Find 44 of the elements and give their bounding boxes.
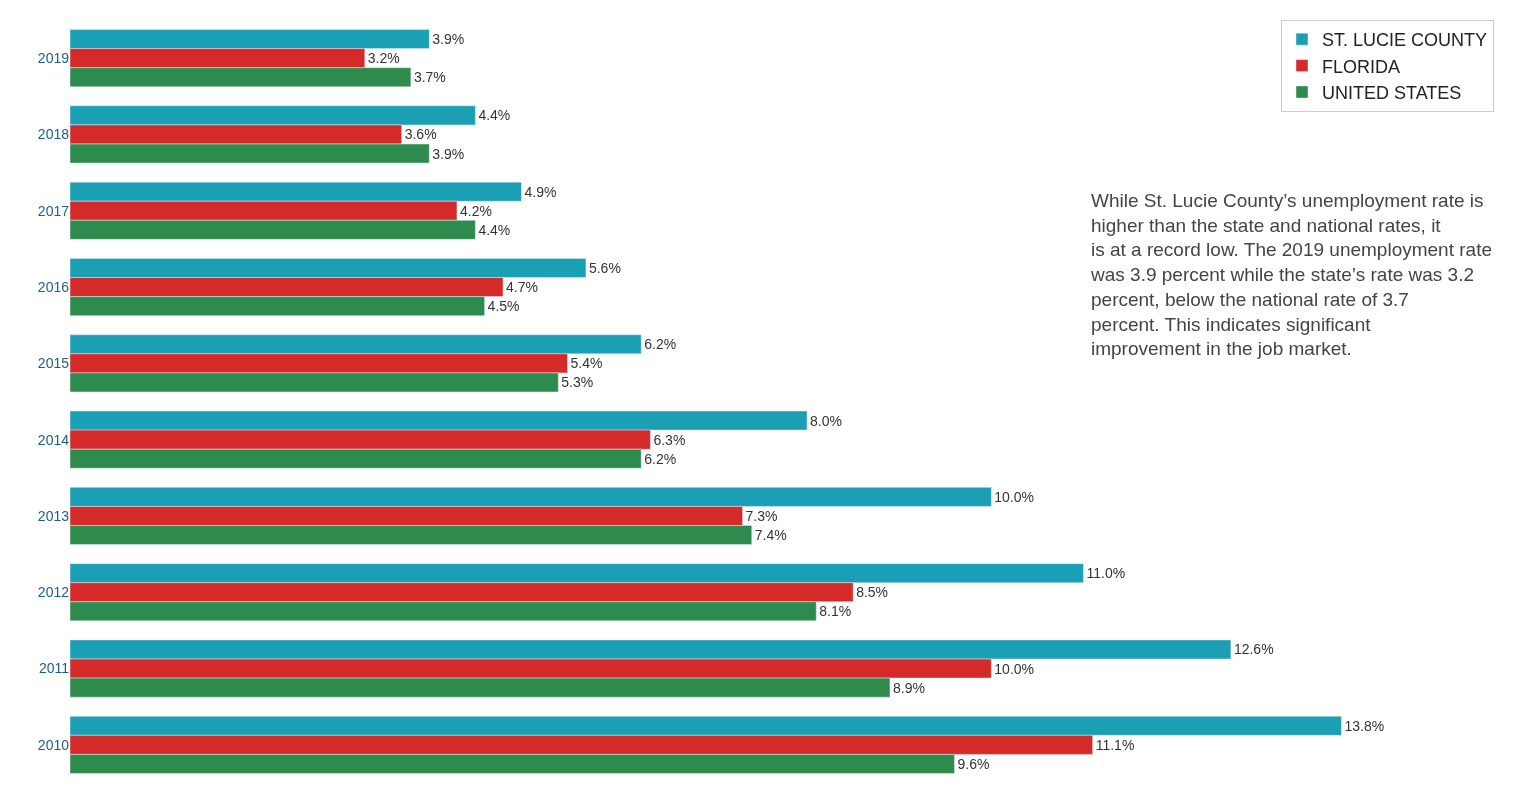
legend-label: ST. LUCIE COUNTY	[1322, 30, 1488, 51]
data-label: 5.6%	[588, 259, 621, 276]
y-tick-label: 2010	[37, 736, 70, 753]
y-tick-label: 2012	[37, 584, 70, 601]
data-label: 11.0%	[1086, 565, 1126, 582]
data-label: 4.2%	[459, 202, 492, 219]
y-tick-label: 2018	[37, 126, 70, 143]
data-label: 4.5%	[487, 298, 520, 315]
data-label: 7.4%	[754, 527, 787, 544]
data-label: 8.5%	[856, 584, 889, 601]
data-label: 5.4%	[570, 355, 603, 372]
y-tick-label: 2017	[37, 202, 70, 219]
data-label: 8.0%	[810, 412, 842, 429]
annotation: While St. Lucie County’s unemployment rate is higher than the state and national rates, it is at a record low. The 2019 unemployment rate was 3.9 percent while the state’s rate was 3.2 percent, below the national rate of 3.7 percent. This indicates significant improvement in the job market.	[1090, 190, 1492, 360]
data-label: 10.0%	[994, 488, 1035, 505]
data-label: 5.3%	[561, 374, 594, 391]
data-label: 11.1%	[1095, 736, 1135, 753]
data-label: 7.3%	[745, 507, 778, 524]
y-tick-label: 2016	[37, 278, 70, 295]
y-tick-label: 2015	[37, 355, 70, 372]
data-label: 8.9%	[892, 679, 925, 696]
data-label: 6.3%	[653, 431, 686, 448]
y-tick-label: 2011	[38, 660, 70, 677]
data-label: 10.0%	[994, 660, 1035, 677]
data-label: 13.8%	[1344, 717, 1385, 734]
y-tick-label: 2013	[37, 507, 70, 524]
data-label: 3.7%	[413, 69, 446, 86]
data-label: 4.7%	[506, 279, 538, 296]
data-label: 8.1%	[819, 603, 852, 620]
data-label: 4.4%	[478, 107, 511, 124]
y-tick-label: 2014	[37, 431, 70, 448]
legend-label: FLORIDA	[1322, 56, 1401, 77]
data-label: 12.6%	[1233, 641, 1274, 658]
legend-label: UNITED STATES	[1322, 83, 1462, 104]
data-label: 6.2%	[644, 450, 677, 467]
data-label: 4.4%	[478, 221, 511, 238]
data-label: 3.6%	[404, 126, 437, 143]
data-label: 4.9%	[524, 183, 557, 200]
data-label: 3.2%	[367, 50, 400, 67]
data-label: 9.6%	[957, 755, 990, 772]
data-label: 6.2%	[644, 336, 677, 353]
data-label: 3.9%	[432, 31, 465, 48]
data-label: 3.9%	[432, 145, 465, 162]
y-tick-label: 2019	[37, 50, 70, 67]
